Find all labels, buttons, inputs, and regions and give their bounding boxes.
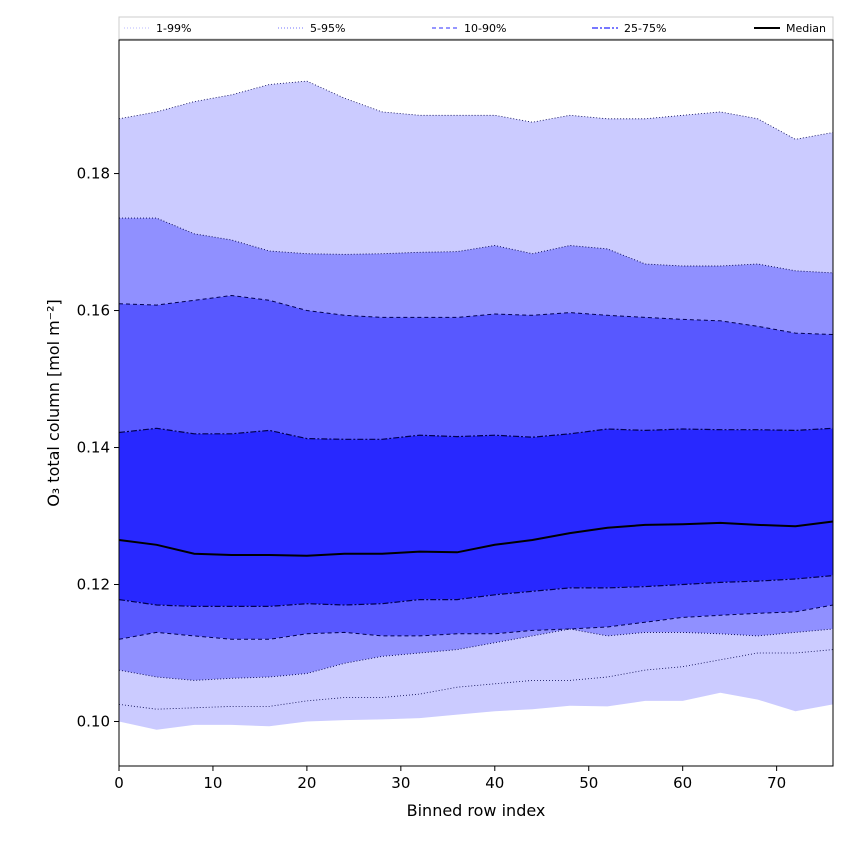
- x-tick-label: 20: [297, 774, 316, 792]
- band-5: [119, 521, 833, 607]
- median-line: [118, 520, 834, 557]
- x-tick-label: 70: [767, 774, 786, 792]
- legend-label: 25-75%: [624, 22, 666, 35]
- x-tick-label: 30: [391, 774, 410, 792]
- y-tick-label: 0.16: [77, 302, 110, 320]
- band-9: [119, 649, 833, 730]
- band-2: [119, 218, 833, 335]
- band-edge-3: [118, 427, 834, 440]
- y-axis-ticks: 0.10 0.12 0.14 0.16 0.18: [77, 165, 119, 730]
- legend-label: Median: [786, 22, 826, 35]
- band-1: [119, 81, 833, 273]
- x-axis-ticks: 0 10 20 30 40 50 60 70: [114, 766, 786, 792]
- band-edge-6: [118, 604, 834, 640]
- y-tick-label: 0.14: [77, 439, 110, 457]
- x-tick-label: 0: [114, 774, 124, 792]
- y-axis-label: O₃ total column [mol m⁻²]: [44, 299, 63, 507]
- legend: 1-99% 5-95% 10-90% 25-75% Median: [118, 16, 834, 40]
- band-edge-2: [118, 294, 834, 335]
- median-line-group: [118, 520, 834, 557]
- band-8: [119, 629, 833, 710]
- x-tick-label: 60: [673, 774, 692, 792]
- x-tick-label: 40: [485, 774, 504, 792]
- x-axis-label: Binned row index: [407, 801, 546, 820]
- plot-frame: [118, 39, 834, 767]
- x-tick-label: 10: [203, 774, 222, 792]
- band-3: [119, 295, 833, 440]
- legend-label: 1-99%: [156, 22, 191, 35]
- band-edge-5: [118, 575, 834, 608]
- y-tick-label: 0.10: [77, 712, 110, 730]
- legend-label: 10-90%: [464, 22, 506, 35]
- band-edges: [118, 80, 834, 710]
- band-edge-7: [118, 628, 834, 681]
- legend-label: 5-95%: [310, 22, 345, 35]
- band-7: [119, 605, 833, 681]
- y-tick-label: 0.12: [77, 576, 110, 594]
- legend-box: [118, 16, 834, 40]
- percentile-bands: [119, 81, 833, 730]
- y-tick-label: 0.18: [77, 165, 110, 183]
- x-tick-label: 50: [579, 774, 598, 792]
- band-6: [119, 575, 833, 640]
